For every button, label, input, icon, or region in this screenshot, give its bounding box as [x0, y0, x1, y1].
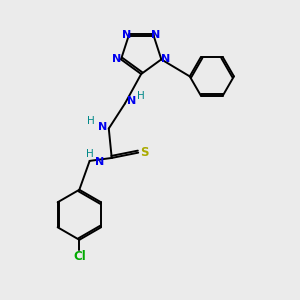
Text: H: H — [87, 116, 95, 126]
Text: N: N — [98, 122, 107, 132]
Text: N: N — [112, 54, 121, 64]
Text: S: S — [140, 146, 148, 159]
Text: H: H — [137, 91, 145, 101]
Text: N: N — [151, 29, 160, 40]
Text: N: N — [95, 158, 105, 167]
Text: N: N — [127, 95, 136, 106]
Text: Cl: Cl — [73, 250, 86, 262]
Text: H: H — [86, 148, 94, 158]
Text: N: N — [161, 54, 171, 64]
Text: N: N — [122, 29, 131, 40]
